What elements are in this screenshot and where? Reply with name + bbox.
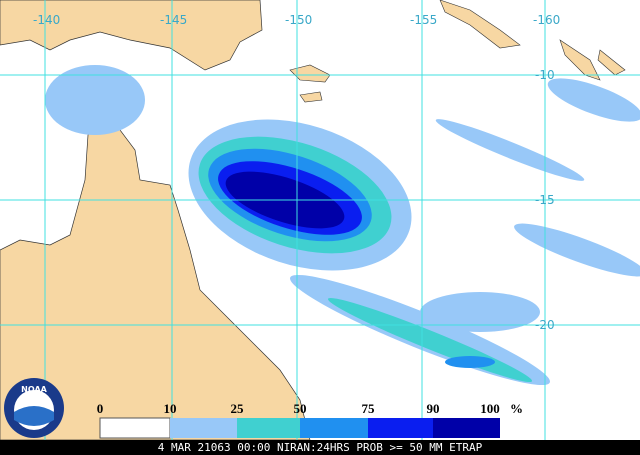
caption-bar (0, 440, 640, 455)
caption: 4 MAR 21063 00:00 NIRAN:24HRS PROB >= 50… (158, 441, 483, 454)
prob-area (445, 356, 495, 368)
prob-area (547, 78, 640, 122)
lat-label: -10 (535, 68, 555, 82)
lon-label: -140 (33, 13, 60, 27)
legend-swatch (433, 418, 500, 438)
land-islands (289, 0, 626, 103)
legend-swatch (237, 418, 300, 438)
land-australia (0, 94, 311, 441)
legend-swatch (99, 417, 171, 439)
lon-label: -150 (285, 13, 312, 27)
logo-wave (14, 406, 54, 426)
prob-area (45, 65, 145, 135)
legend-label: 10 (164, 401, 177, 416)
land-png (0, 0, 263, 71)
lon-label: -145 (160, 13, 187, 27)
probability-field (45, 65, 640, 386)
legend-label: 25 (231, 401, 245, 416)
legend-swatch (170, 418, 237, 438)
graticule (0, 0, 640, 440)
legend-label: 50 (294, 401, 307, 416)
logo-text: NOAA (21, 385, 47, 394)
lon-label: -155 (410, 13, 437, 27)
legend-unit: % (510, 401, 523, 416)
legend-label: 75 (362, 401, 376, 416)
prob-area (514, 223, 640, 277)
legend-swatch (300, 418, 368, 438)
legend-label: 0 (97, 401, 104, 416)
legend-swatch (368, 418, 433, 438)
lon-label: -160 (533, 13, 560, 27)
legend-label: 100 (480, 401, 500, 416)
lat-label: -15 (535, 193, 555, 207)
prob-area (435, 119, 585, 181)
lat-label: -20 (535, 318, 555, 332)
prob-area (420, 292, 540, 332)
legend-label: 90 (427, 401, 440, 416)
legend: 0 10 25 50 75 90 100% (97, 401, 523, 439)
